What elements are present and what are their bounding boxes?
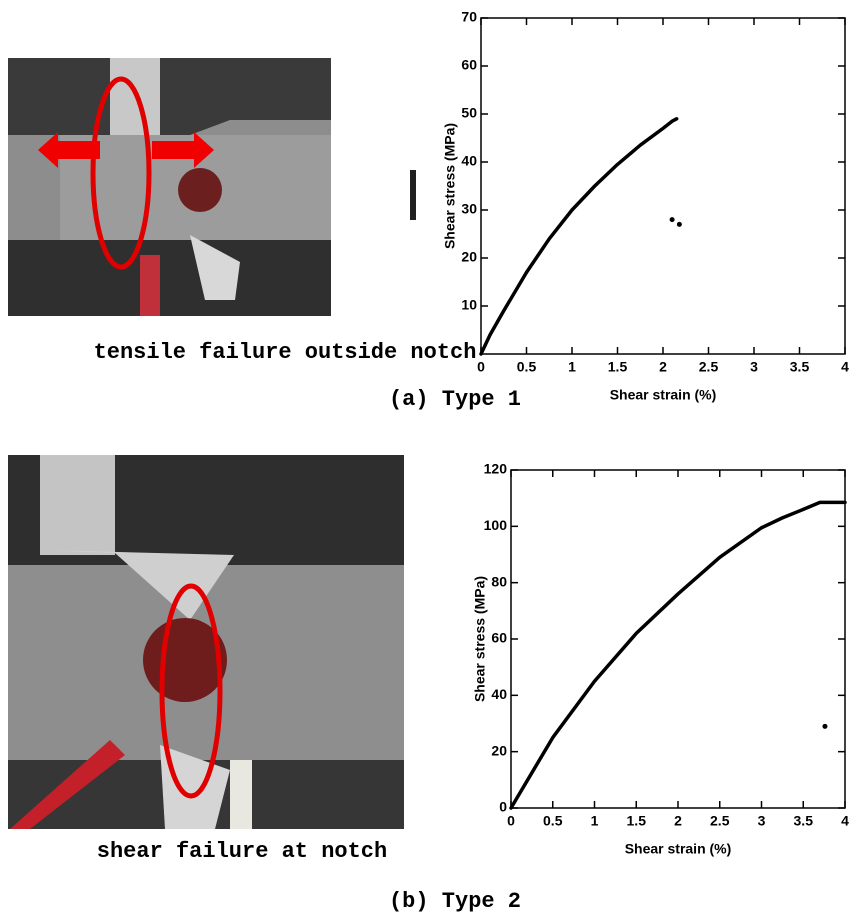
- x-tick-label: 2.5: [710, 813, 730, 829]
- y-axis-title: Shear stress (MPa): [472, 576, 488, 702]
- data-point: [669, 217, 675, 223]
- x-tick-label: 3.5: [790, 359, 810, 375]
- x-tick-label: 0: [477, 359, 485, 375]
- x-tick-label: 4: [841, 813, 849, 829]
- x-tick-label: 1.5: [627, 813, 647, 829]
- x-tick-label: 3: [758, 813, 766, 829]
- x-tick-label: 2.5: [699, 359, 719, 375]
- x-tick-label: 0: [507, 813, 515, 829]
- y-tick-label: 60: [461, 57, 477, 73]
- x-tick-label: 0.5: [543, 813, 563, 829]
- y-tick-label: 80: [491, 573, 507, 589]
- data-point: [822, 723, 828, 729]
- y-tick-label: 0: [499, 799, 507, 815]
- y-tick-label: 50: [461, 105, 477, 121]
- x-axis-title: Shear strain (%): [625, 841, 732, 857]
- panel-label: (a) Type 1: [389, 387, 521, 412]
- x-tick-label: 1: [568, 359, 576, 375]
- x-tick-label: 1.5: [608, 359, 628, 375]
- x-tick-label: 3.5: [794, 813, 814, 829]
- x-tick-label: 3: [750, 359, 758, 375]
- y-tick-label: 40: [461, 153, 477, 169]
- y-axis-title: Shear stress (MPa): [442, 123, 458, 249]
- photo-caption: shear failure at notch: [97, 839, 387, 864]
- x-tick-label: 4: [841, 359, 849, 375]
- x-tick-label: 1: [591, 813, 599, 829]
- curve: [479, 117, 679, 356]
- y-tick-label: 20: [491, 742, 507, 758]
- y-tick-label: 60: [491, 630, 507, 646]
- y-tick-label: 20: [461, 249, 477, 265]
- photo-caption: tensile failure outside notch: [94, 340, 477, 365]
- x-axis-title: Shear strain (%): [610, 387, 717, 403]
- y-tick-label: 70: [461, 9, 477, 25]
- plot-frame: [480, 17, 846, 355]
- curve: [509, 500, 847, 810]
- y-tick-label: 40: [491, 686, 507, 702]
- data-point: [676, 221, 682, 227]
- x-tick-label: 2: [659, 359, 667, 375]
- photo-b: [8, 455, 404, 829]
- x-tick-label: 2: [674, 813, 682, 829]
- panel-label: (b) Type 2: [389, 889, 521, 914]
- x-tick-label: 0.5: [517, 359, 537, 375]
- y-tick-label: 10: [461, 297, 477, 313]
- y-tick-label: 30: [461, 201, 477, 217]
- y-tick-label: 120: [484, 461, 508, 477]
- photo-a: [8, 58, 416, 316]
- plot-frame: [510, 469, 846, 809]
- y-tick-label: 100: [484, 517, 508, 533]
